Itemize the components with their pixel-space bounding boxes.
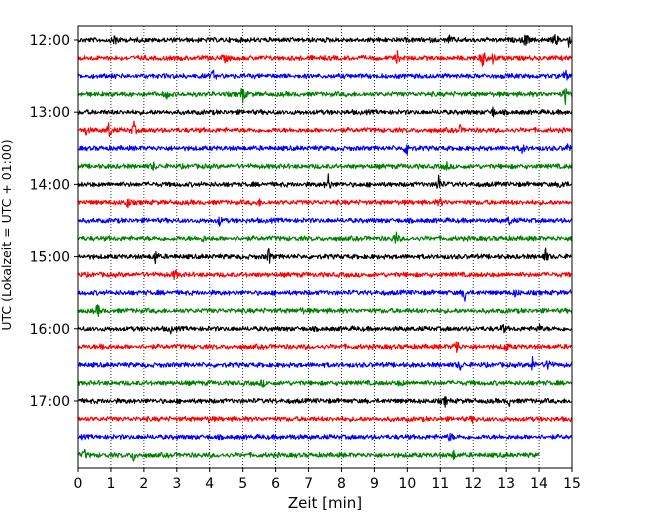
trace-12-15 [77, 50, 573, 67]
trace-12-30 [77, 69, 573, 81]
trace-15-45 [77, 304, 573, 318]
y-tick-label: 13:00 [30, 105, 70, 121]
trace-12-00 [77, 33, 573, 48]
x-tick-label: 3 [172, 476, 181, 492]
x-tick-label: 1 [106, 476, 115, 492]
y-axis: 12:00 13:00 14:00 15:00 16:00 17:00 [30, 33, 78, 410]
trace-17-15 [77, 415, 573, 424]
x-axis: 0 1 2 3 4 5 6 7 8 9 10 11 12 13 14 15 [74, 468, 581, 492]
trace-13-00 [77, 106, 573, 118]
trace-13-15 [77, 120, 573, 137]
trace-16-45 [77, 379, 573, 388]
x-tick-label: 5 [238, 476, 247, 492]
trace-15-30 [77, 289, 573, 302]
x-tick-label: 12 [464, 476, 482, 492]
x-tick-label: 11 [431, 476, 449, 492]
trace-16-15 [77, 341, 573, 354]
trace-13-45 [77, 160, 573, 171]
trace-14-15 [77, 197, 573, 209]
seismic-traces [77, 33, 573, 462]
trace-17-45 [77, 448, 540, 462]
trace-12-45 [77, 87, 573, 106]
x-tick-label: 10 [398, 476, 416, 492]
trace-14-00 [77, 173, 573, 189]
trace-14-45 [77, 231, 573, 244]
trace-16-00 [77, 323, 573, 335]
trace-17-30 [77, 433, 573, 442]
x-tick-label: 9 [370, 476, 379, 492]
y-tick-label: 15:00 [30, 250, 70, 266]
y-tick-label: 12:00 [30, 33, 70, 49]
x-axis-label: Zeit [min] [288, 494, 362, 512]
trace-15-00 [77, 247, 573, 265]
x-tick-label: 13 [497, 476, 515, 492]
x-tick-label: 2 [139, 476, 148, 492]
y-tick-label: 14:00 [30, 177, 70, 193]
trace-14-30 [77, 216, 573, 227]
plot-frame [77, 25, 573, 469]
trace-13-30 [77, 143, 573, 155]
y-tick-label: 17:00 [30, 394, 70, 410]
trace-15-15 [77, 269, 573, 281]
y-tick-label: 16:00 [30, 322, 70, 338]
x-tick-label: 14 [530, 476, 548, 492]
x-tick-label: 4 [205, 476, 214, 492]
trace-16-30 [77, 355, 573, 371]
x-tick-label: 15 [563, 476, 581, 492]
trace-17-00 [77, 396, 573, 408]
y-axis-label: UTC (Lokalzeit = UTC + 01:00) [0, 139, 14, 330]
x-tick-label: 6 [271, 476, 280, 492]
x-tick-label: 0 [74, 476, 83, 492]
x-tick-label: 7 [304, 476, 313, 492]
x-tick-label: 8 [337, 476, 346, 492]
